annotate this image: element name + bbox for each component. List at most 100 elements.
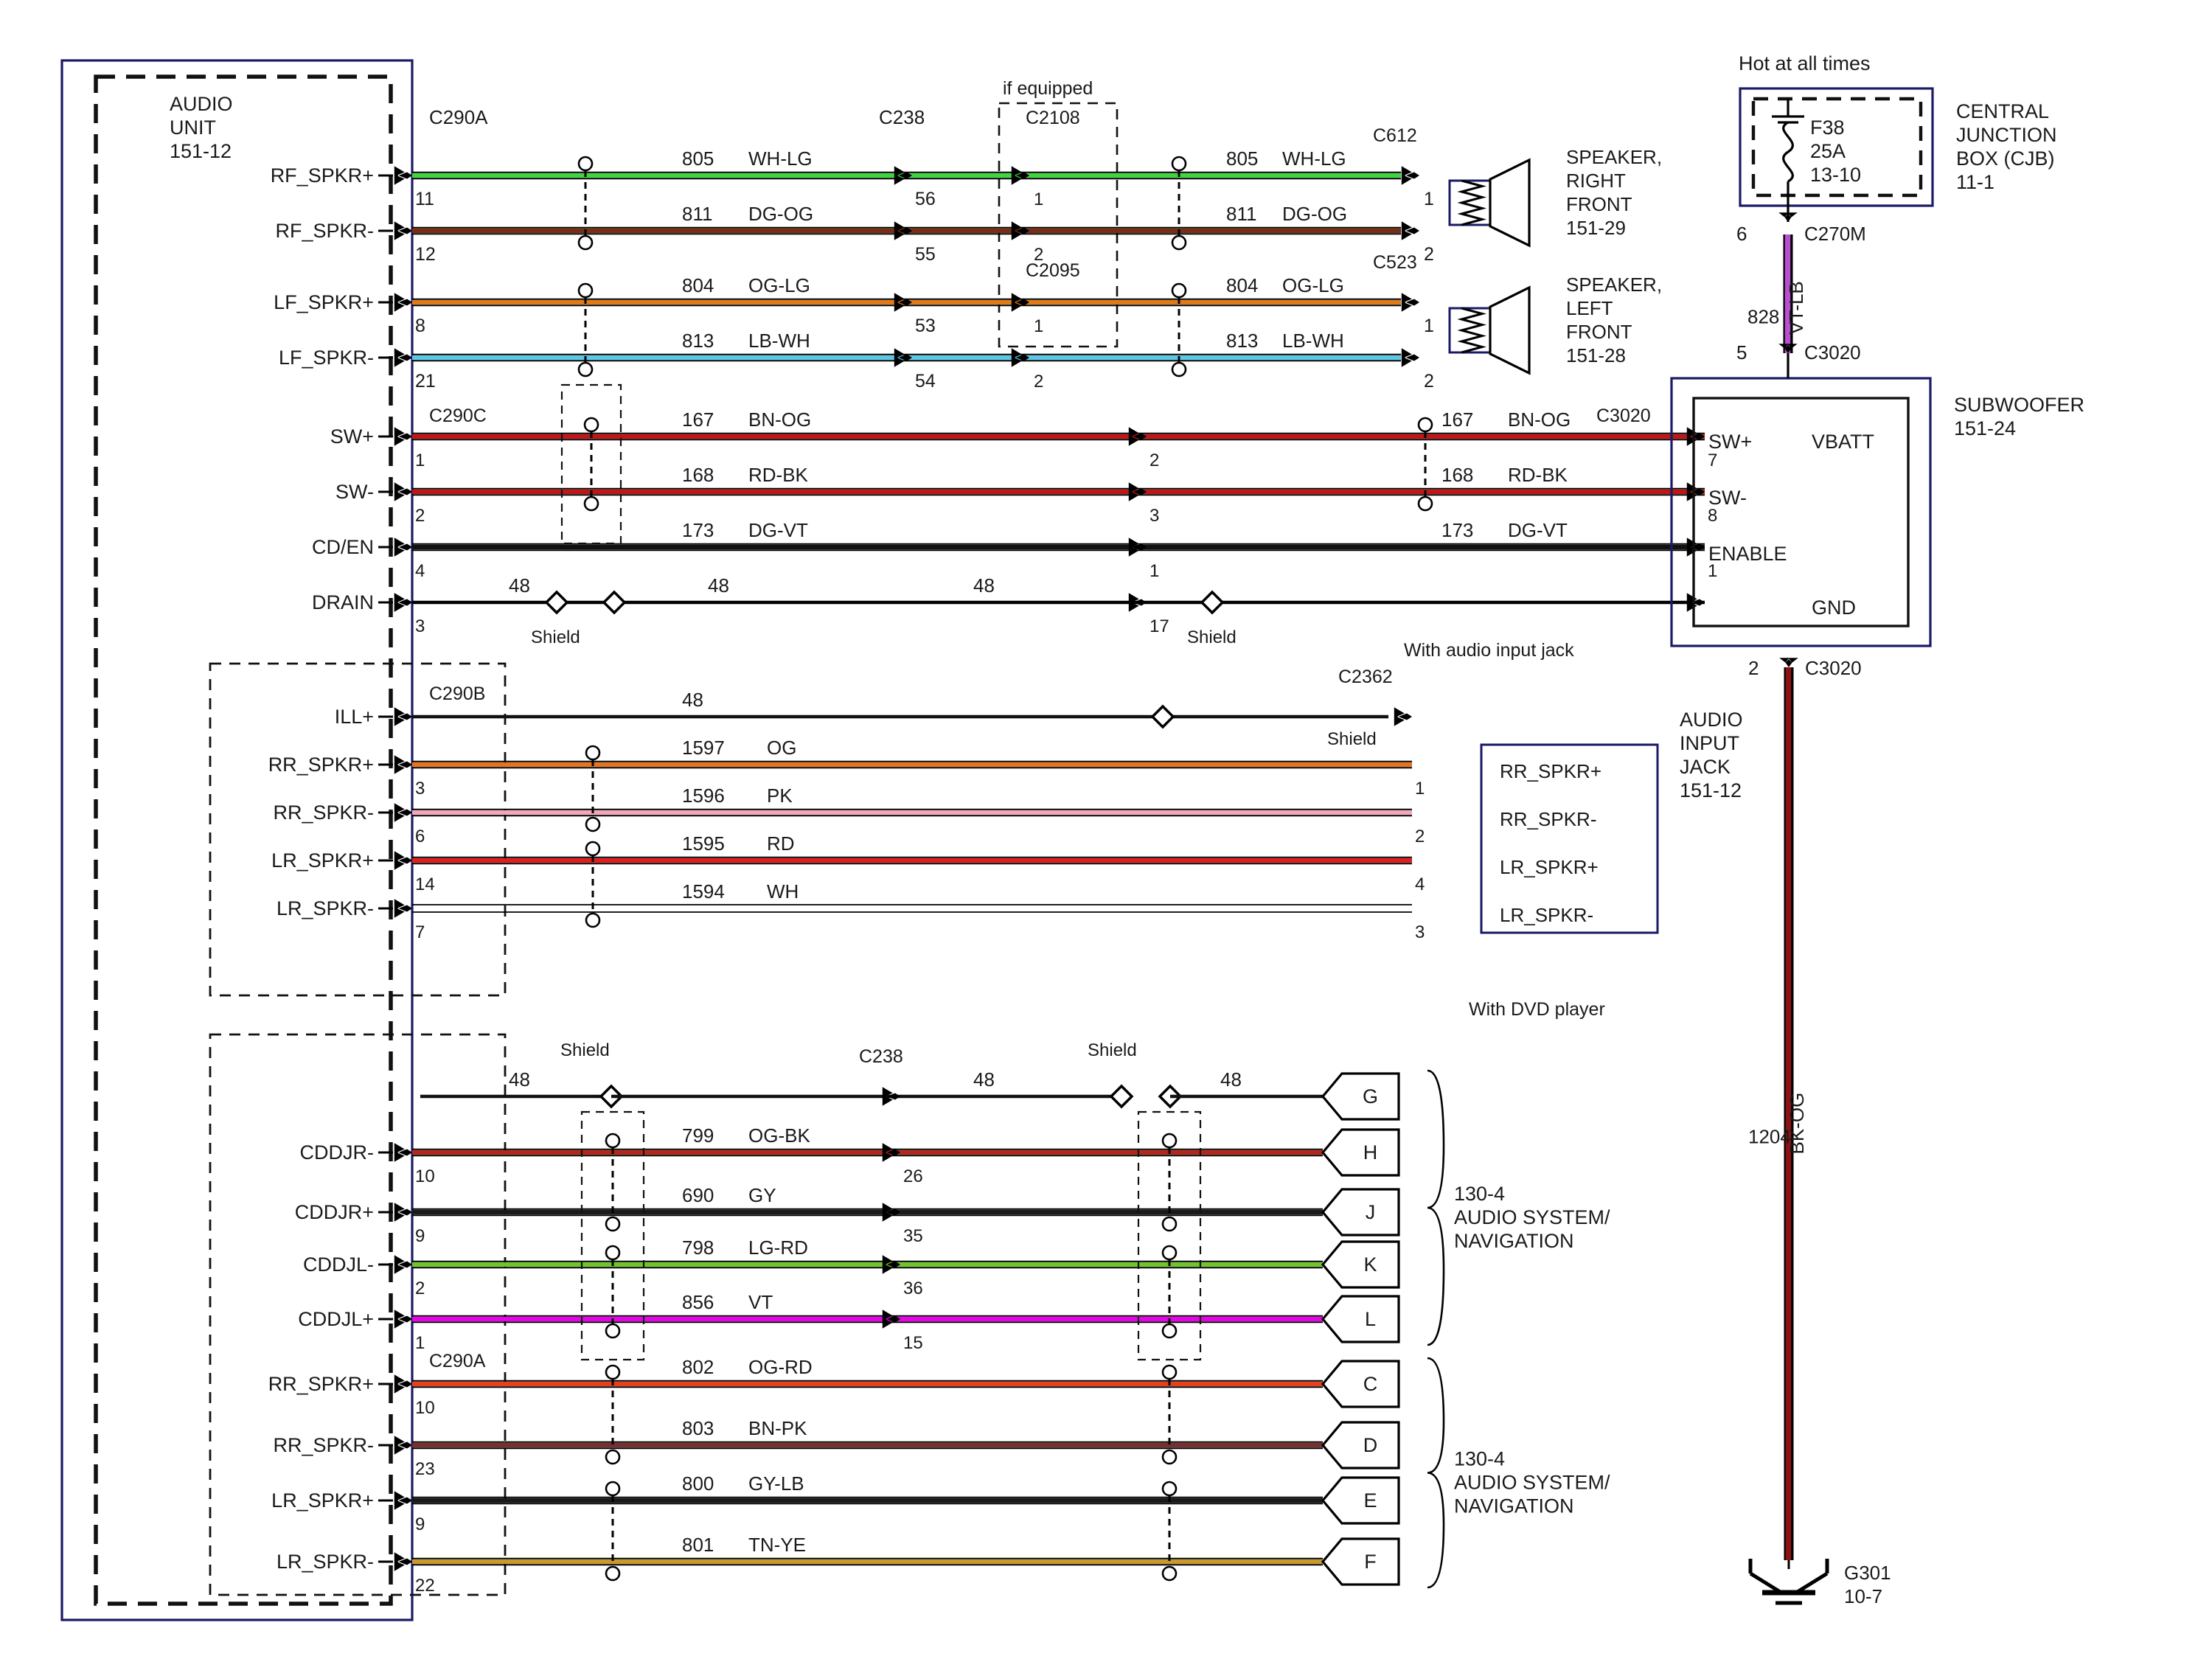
svg-text:LR_SPKR+: LR_SPKR+ [1500,856,1599,878]
svg-text:1: 1 [1415,779,1425,799]
svg-text:C238: C238 [879,106,925,128]
svg-text:1: 1 [1150,561,1159,581]
svg-text:173: 173 [1441,519,1473,541]
svg-text:BOX (CJB): BOX (CJB) [1956,147,2055,170]
svg-text:WH-LG: WH-LG [1282,147,1346,170]
svg-text:ENABLE: ENABLE [1708,543,1787,565]
svg-text:167: 167 [1441,408,1473,431]
svg-text:C612: C612 [1373,125,1417,146]
svg-text:BK-OG: BK-OG [1786,1093,1808,1155]
svg-text:AUDIO SYSTEM/: AUDIO SYSTEM/ [1454,1472,1610,1494]
svg-text:LR_SPKR-: LR_SPKR- [276,1551,374,1573]
svg-text:WH-LG: WH-LG [748,147,813,170]
svg-text:if equipped: if equipped [1003,78,1093,99]
svg-text:828: 828 [1747,306,1779,328]
svg-text:RR_SPKR-: RR_SPKR- [273,1434,374,1456]
svg-text:48: 48 [682,689,703,711]
svg-text:168: 168 [1441,464,1473,486]
svg-text:LR_SPKR-: LR_SPKR- [276,897,374,919]
svg-text:C2362: C2362 [1338,667,1393,687]
svg-text:811: 811 [1226,203,1256,225]
svg-text:805: 805 [1226,147,1258,170]
svg-text:1: 1 [415,451,425,470]
svg-text:1: 1 [1424,189,1434,209]
svg-text:VT: VT [748,1291,773,1313]
svg-text:RR_SPKR+: RR_SPKR+ [268,754,374,776]
svg-text:690: 690 [682,1184,714,1206]
svg-text:48: 48 [1220,1068,1242,1091]
svg-text:26: 26 [903,1166,923,1186]
svg-text:36: 36 [903,1279,923,1298]
svg-text:2: 2 [1748,657,1759,679]
svg-text:48: 48 [708,574,729,597]
svg-text:2: 2 [1034,245,1043,265]
svg-text:RR_SPKR+: RR_SPKR+ [1500,760,1601,782]
svg-text:55: 55 [915,244,936,265]
svg-text:INPUT: INPUT [1680,732,1739,754]
svg-text:BN-OG: BN-OG [1508,408,1571,431]
svg-text:48: 48 [973,574,995,597]
svg-text:DG-VT: DG-VT [748,519,808,541]
svg-text:TN-YE: TN-YE [748,1534,806,1556]
svg-text:804: 804 [682,274,714,296]
svg-text:LF_SPKR+: LF_SPKR+ [274,291,374,313]
svg-text:RD-BK: RD-BK [748,464,809,486]
svg-text:151-24: 151-24 [1954,417,2016,439]
svg-text:GND: GND [1812,597,1856,619]
svg-text:35: 35 [903,1226,923,1246]
svg-text:JUNCTION: JUNCTION [1956,124,2057,146]
svg-text:C523: C523 [1373,252,1417,273]
svg-text:C: C [1363,1373,1378,1395]
svg-text:C3020: C3020 [1805,657,1862,679]
svg-text:Hot at all times: Hot at all times [1739,52,1871,74]
svg-text:1594: 1594 [682,880,725,902]
svg-text:1: 1 [415,1333,425,1353]
svg-text:LR_SPKR+: LR_SPKR+ [271,1489,374,1512]
svg-text:1596: 1596 [682,785,725,807]
svg-text:813: 813 [1226,330,1258,352]
svg-text:NAVIGATION: NAVIGATION [1454,1230,1574,1252]
svg-text:11-1: 11-1 [1956,171,1994,193]
svg-text:1: 1 [1034,189,1043,209]
svg-text:2: 2 [1415,827,1425,846]
svg-text:FRONT: FRONT [1566,321,1632,343]
svg-text:AUDIO: AUDIO [170,93,233,115]
svg-text:BN-PK: BN-PK [748,1417,807,1439]
svg-text:SW-: SW- [335,481,374,503]
svg-text:UNIT: UNIT [170,116,216,139]
svg-text:1204: 1204 [1748,1126,1791,1148]
svg-text:OG-LG: OG-LG [748,274,810,296]
svg-text:SPEAKER,: SPEAKER, [1566,146,1662,168]
svg-text:With audio input jack: With audio input jack [1404,640,1574,661]
svg-text:811: 811 [682,203,712,225]
svg-text:Shield: Shield [560,1040,610,1060]
svg-text:13-10: 13-10 [1810,164,1861,186]
svg-text:LB-WH: LB-WH [748,330,810,352]
svg-text:RR_SPKR-: RR_SPKR- [273,801,374,824]
svg-text:151-29: 151-29 [1566,217,1626,239]
svg-text:CENTRAL: CENTRAL [1956,100,2049,122]
svg-text:C290C: C290C [429,406,487,426]
svg-text:8: 8 [1708,506,1717,526]
svg-text:167: 167 [682,408,714,431]
svg-text:23: 23 [415,1459,435,1479]
svg-text:RD-BK: RD-BK [1508,464,1568,486]
svg-text:4: 4 [1415,874,1425,894]
svg-text:C238: C238 [859,1046,903,1067]
svg-text:151-12: 151-12 [1680,779,1742,801]
svg-text:LG-RD: LG-RD [748,1237,808,1259]
svg-text:OG-BK: OG-BK [748,1124,810,1147]
svg-text:DG-VT: DG-VT [1508,519,1568,541]
svg-text:10: 10 [415,1166,435,1186]
svg-text:VT-LB: VT-LB [1785,281,1807,334]
svg-text:7: 7 [415,922,425,942]
svg-text:2: 2 [1424,371,1434,392]
svg-text:LF_SPKR-: LF_SPKR- [279,347,374,369]
svg-text:22: 22 [415,1576,435,1596]
svg-text:1: 1 [1034,316,1043,336]
svg-text:130-4: 130-4 [1454,1448,1505,1470]
svg-text:6: 6 [1736,223,1747,245]
svg-text:1: 1 [1424,316,1434,336]
svg-text:PK: PK [767,785,793,807]
svg-text:801: 801 [682,1534,714,1556]
